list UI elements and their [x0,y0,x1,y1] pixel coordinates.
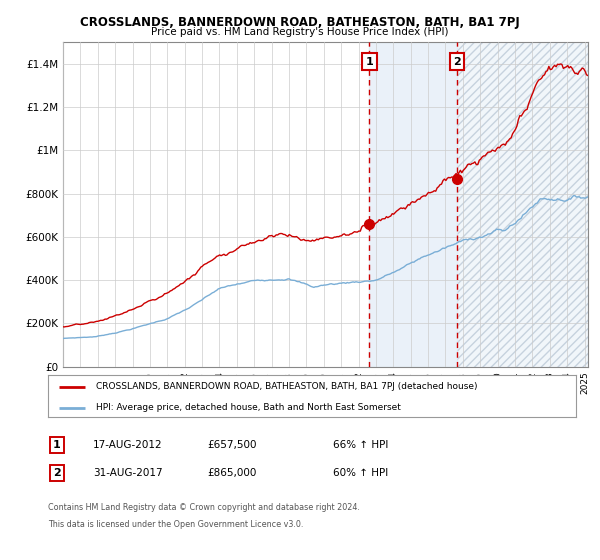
Text: £865,000: £865,000 [207,468,256,478]
Text: 2: 2 [53,468,61,478]
Text: This data is licensed under the Open Government Licence v3.0.: This data is licensed under the Open Gov… [48,520,304,529]
Text: 17-AUG-2012: 17-AUG-2012 [93,440,163,450]
Text: 1: 1 [53,440,61,450]
Text: Price paid vs. HM Land Registry's House Price Index (HPI): Price paid vs. HM Land Registry's House … [151,27,449,37]
Text: 60% ↑ HPI: 60% ↑ HPI [333,468,388,478]
Text: 31-AUG-2017: 31-AUG-2017 [93,468,163,478]
Bar [370,42,457,367]
Bar [457,42,588,367]
Text: £657,500: £657,500 [207,440,257,450]
Text: 66% ↑ HPI: 66% ↑ HPI [333,440,388,450]
Text: Contains HM Land Registry data © Crown copyright and database right 2024.: Contains HM Land Registry data © Crown c… [48,503,360,512]
Text: CROSSLANDS, BANNERDOWN ROAD, BATHEASTON, BATH, BA1 7PJ (detached house): CROSSLANDS, BANNERDOWN ROAD, BATHEASTON,… [95,382,477,391]
Text: 1: 1 [365,57,373,67]
Text: CROSSLANDS, BANNERDOWN ROAD, BATHEASTON, BATH, BA1 7PJ: CROSSLANDS, BANNERDOWN ROAD, BATHEASTON,… [80,16,520,29]
Text: 2: 2 [453,57,461,67]
Text: HPI: Average price, detached house, Bath and North East Somerset: HPI: Average price, detached house, Bath… [95,403,400,413]
